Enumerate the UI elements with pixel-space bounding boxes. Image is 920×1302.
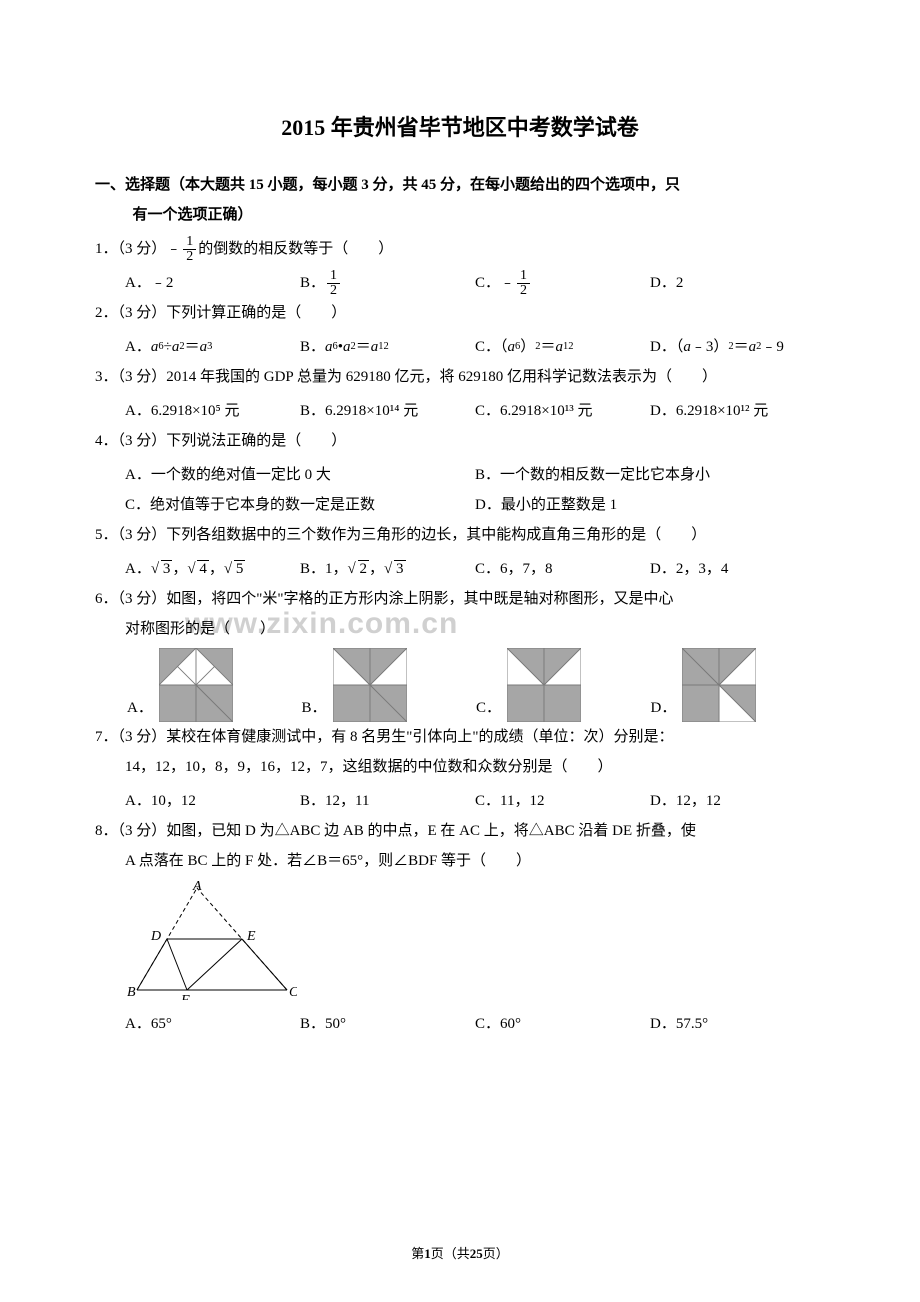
q8-figure: A B C D E F	[95, 880, 825, 1005]
question-5: 5．（3 分）下列各组数据中的三个数作为三角形的边长，其中能构成直角三角形的是（…	[95, 520, 825, 550]
svg-text:C: C	[289, 985, 297, 1000]
q7-stem2: 14，12，10，8，9，16，12，7，这组数据的中位数和众数分别是（ ）	[95, 752, 825, 782]
section-header: 一、选择题（本大题共 15 小题，每小题 3 分，共 45 分，在每小题给出的四…	[95, 170, 825, 230]
q2-stem: 2．（3 分）下列计算正确的是（ ）	[95, 298, 825, 328]
q8-options: A．65° B．50° C．60° D．57.5°	[95, 1009, 825, 1039]
q8-stem2: A 点落在 BC 上的 F 处．若∠B＝65°，则∠BDF 等于（ ）	[95, 846, 825, 876]
q5-stem: 5．（3 分）下列各组数据中的三个数作为三角形的边长，其中能构成直角三角形的是（…	[95, 520, 825, 550]
question-3: 3．（3 分）2014 年我国的 GDP 总量为 629180 亿元，将 629…	[95, 362, 825, 392]
q1-opt-a: A．﹣2	[125, 268, 300, 298]
q7-opt-d: D．12，12	[650, 786, 825, 816]
q1-options: A．﹣2 B．12 C．﹣12 D．2	[95, 268, 825, 298]
q4-opt-c: C．绝对值等于它本身的数一定是正数	[125, 490, 475, 520]
q6-fig-c	[507, 648, 581, 722]
q3-opt-b: B．6.2918×10¹⁴ 元	[300, 396, 475, 426]
q1-stem-post: 的倒数的相反数等于（ ）	[198, 241, 393, 257]
q2-opt-b: B．a6•a2＝a12	[300, 332, 475, 362]
exam-title: 2015 年贵州省毕节地区中考数学试卷	[95, 110, 825, 142]
question-7: 7．（3 分）某校在体育健康测试中，有 8 名男生"引体向上"的成绩（单位：次）…	[95, 722, 825, 782]
q8-opt-d: D．57.5°	[650, 1009, 825, 1039]
q6-opt-a: A．	[127, 648, 302, 722]
q7-options: A．10，12 B．12，11 C．11，12 D．12，12	[95, 786, 825, 816]
q4-opt-b: B．一个数的相反数一定比它本身小	[475, 460, 825, 490]
q7-stem1: 7．（3 分）某校在体育健康测试中，有 8 名男生"引体向上"的成绩（单位：次）…	[95, 722, 825, 752]
q4-opt-d: D．最小的正整数是 1	[475, 490, 825, 520]
q8-opt-a: A．65°	[125, 1009, 300, 1039]
q2-opt-c: C．（a6）2＝a12	[475, 332, 650, 362]
q6-fig-b	[333, 648, 407, 722]
q2-opt-a: A．a6÷a2＝a3	[125, 332, 300, 362]
section-line2: 有一个选项正确）	[95, 200, 825, 230]
q7-opt-b: B．12，11	[300, 786, 475, 816]
q6-opt-c: C．	[476, 648, 651, 722]
q3-stem: 3．（3 分）2014 年我国的 GDP 总量为 629180 亿元，将 629…	[95, 362, 825, 392]
section-line1: 一、选择题（本大题共 15 小题，每小题 3 分，共 45 分，在每小题给出的四…	[95, 177, 680, 193]
question-4: 4．（3 分）下列说法正确的是（ ）	[95, 426, 825, 456]
page-footer: 第1页（共25页）	[0, 1243, 920, 1262]
svg-text:E: E	[246, 929, 256, 944]
q5-opt-c: C．6，7，8	[475, 554, 650, 584]
q2-options: A．a6÷a2＝a3 B．a6•a2＝a12 C．（a6）2＝a12 D．（a﹣…	[95, 332, 825, 362]
q6-stem2: 对称图形的是（ ）	[95, 614, 825, 644]
q3-opt-c: C．6.2918×10¹³ 元	[475, 396, 650, 426]
q3-opt-a: A．6.2918×10⁵ 元	[125, 396, 300, 426]
q6-options: A． B．	[95, 648, 825, 722]
svg-text:B: B	[127, 985, 136, 1000]
q6-opt-b: B．	[302, 648, 477, 722]
q6-fig-a	[159, 648, 233, 722]
q5-opt-a: A． 3，4，5	[125, 554, 300, 584]
q4-opt-a: A．一个数的绝对值一定比 0 大	[125, 460, 475, 490]
q7-opt-a: A．10，12	[125, 786, 300, 816]
q8-stem1: 8．（3 分）如图，已知 D 为△ABC 边 AB 的中点，E 在 AC 上，将…	[95, 816, 825, 846]
q2-opt-d: D．（a﹣3）2＝a2﹣9	[650, 332, 825, 362]
q3-options: A．6.2918×10⁵ 元 B．6.2918×10¹⁴ 元 C．6.2918×…	[95, 396, 825, 426]
q5-opt-b: B．1，2，3	[300, 554, 475, 584]
q1-opt-b: B．12	[300, 268, 475, 298]
q3-opt-d: D．6.2918×10¹² 元	[650, 396, 825, 426]
q1-opt-c: C．﹣12	[475, 268, 650, 298]
svg-text:A: A	[192, 880, 202, 894]
svg-text:F: F	[180, 993, 190, 1000]
q6-opt-d: D．	[651, 648, 826, 722]
q6-fig-d	[682, 648, 756, 722]
q6-stem1: 6．（3 分）如图，将四个"米"字格的正方形内涂上阴影，其中既是轴对称图形，又是…	[95, 584, 825, 614]
question-1: 1．（3 分）﹣12的倒数的相反数等于（ ）	[95, 234, 825, 264]
q5-options: A． 3，4，5 B．1，2，3 C．6，7，8 D．2，3，4	[95, 554, 825, 584]
q4-options: A．一个数的绝对值一定比 0 大 B．一个数的相反数一定比它本身小 C．绝对值等…	[95, 460, 825, 520]
q8-opt-b: B．50°	[300, 1009, 475, 1039]
question-6: 6．（3 分）如图，将四个"米"字格的正方形内涂上阴影，其中既是轴对称图形，又是…	[95, 584, 825, 644]
svg-text:D: D	[150, 929, 161, 944]
question-8: 8．（3 分）如图，已知 D 为△ABC 边 AB 的中点，E 在 AC 上，将…	[95, 816, 825, 876]
q1-opt-d: D．2	[650, 268, 825, 298]
q4-stem: 4．（3 分）下列说法正确的是（ ）	[95, 426, 825, 456]
q1-stem-pre: 1．（3 分）﹣	[95, 241, 181, 257]
q7-opt-c: C．11，12	[475, 786, 650, 816]
q1-frac: 12	[183, 235, 196, 264]
question-2: 2．（3 分）下列计算正确的是（ ）	[95, 298, 825, 328]
q5-opt-d: D．2，3，4	[650, 554, 825, 584]
q8-opt-c: C．60°	[475, 1009, 650, 1039]
